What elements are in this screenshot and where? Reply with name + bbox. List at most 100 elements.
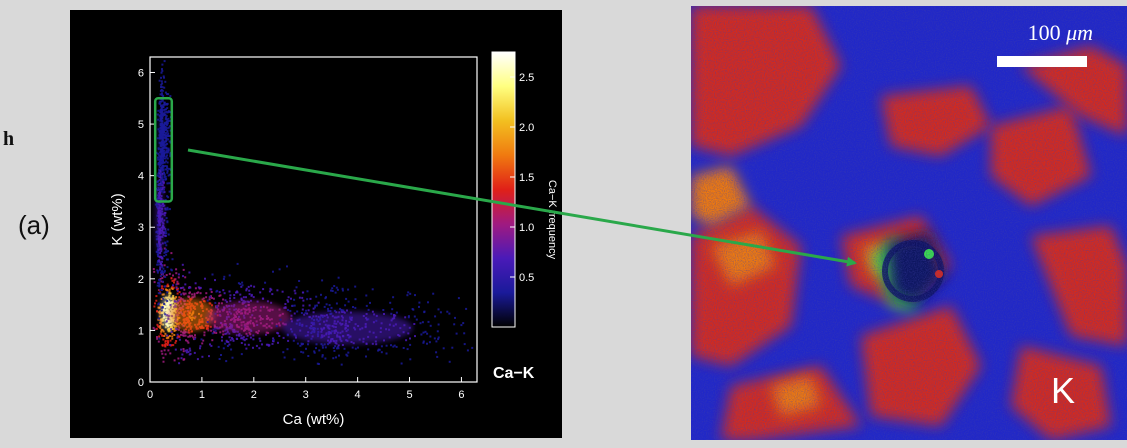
density-point xyxy=(159,304,162,307)
density-point xyxy=(152,326,155,329)
density-point xyxy=(178,362,181,365)
density-point xyxy=(166,133,169,136)
density-point xyxy=(188,271,191,274)
density-point xyxy=(211,339,214,342)
density-point xyxy=(442,347,445,350)
density-point xyxy=(153,305,156,308)
density-point xyxy=(390,344,392,347)
density-point xyxy=(158,315,161,318)
density-point xyxy=(436,330,439,333)
density-point xyxy=(169,344,172,346)
density-point xyxy=(209,302,212,305)
density-point xyxy=(157,318,160,321)
density-point xyxy=(161,260,163,263)
density-point xyxy=(312,307,315,310)
density-point xyxy=(156,174,159,177)
density-point xyxy=(407,291,410,294)
density-point xyxy=(232,339,235,342)
density-point xyxy=(167,150,170,153)
density-point xyxy=(159,252,162,255)
density-core xyxy=(168,298,215,332)
density-point xyxy=(302,351,305,354)
density-point xyxy=(197,291,200,294)
density-point xyxy=(182,348,185,350)
density-point xyxy=(157,163,160,166)
density-point xyxy=(345,353,348,356)
density-point xyxy=(158,172,161,175)
y-tick-label: 4 xyxy=(138,171,144,183)
density-point xyxy=(244,343,247,346)
density-point xyxy=(334,345,337,348)
density-point xyxy=(218,358,221,360)
density-point xyxy=(281,290,284,293)
density-point xyxy=(159,327,162,329)
density-point xyxy=(166,344,169,346)
density-point xyxy=(283,306,286,309)
density-point xyxy=(156,137,159,140)
density-point xyxy=(153,328,156,331)
density-point xyxy=(448,360,451,363)
density-point xyxy=(300,350,303,353)
density-point xyxy=(161,157,164,159)
density-point xyxy=(286,265,288,268)
density-point xyxy=(166,300,169,302)
density-point xyxy=(159,184,162,187)
density-point xyxy=(166,135,169,137)
density-point xyxy=(166,240,169,243)
density-point xyxy=(178,298,181,301)
density-point xyxy=(154,203,157,206)
density-point xyxy=(161,110,164,113)
density-point xyxy=(199,347,201,350)
density-point xyxy=(159,255,162,258)
density-point xyxy=(216,327,219,330)
density-point xyxy=(182,275,184,278)
density-point xyxy=(163,219,166,222)
density-point xyxy=(215,332,218,334)
density-point xyxy=(395,345,398,348)
density-point xyxy=(161,106,164,109)
density-point xyxy=(277,341,279,344)
density-point xyxy=(365,304,368,307)
density-point xyxy=(279,318,282,321)
density-point xyxy=(156,323,159,326)
density-point xyxy=(317,363,320,365)
density-point xyxy=(226,330,229,333)
y-axis-label: K (wt%) xyxy=(109,193,126,246)
density-point xyxy=(305,309,308,312)
density-point xyxy=(166,291,169,294)
density-point xyxy=(238,334,241,337)
density-point xyxy=(321,354,324,357)
density-point xyxy=(327,343,329,346)
density-point xyxy=(161,293,164,296)
density-point xyxy=(320,293,322,296)
density-point xyxy=(156,180,159,183)
density-point xyxy=(422,331,425,334)
density-point xyxy=(227,341,230,343)
density-point xyxy=(276,289,279,292)
density-point xyxy=(222,330,225,333)
density-point xyxy=(159,321,162,324)
colorbar-tick-label: 2.5 xyxy=(519,72,534,84)
density-point xyxy=(167,228,170,231)
density-point xyxy=(455,332,458,335)
density-point xyxy=(334,291,337,294)
density-point xyxy=(165,244,168,247)
density-point xyxy=(241,281,244,284)
density-point xyxy=(155,299,158,302)
density-point xyxy=(160,181,162,183)
density-point xyxy=(336,347,338,350)
density-point xyxy=(190,330,193,333)
density-point xyxy=(161,188,164,191)
density-point xyxy=(415,318,418,321)
density-point xyxy=(164,91,167,94)
density-point xyxy=(222,289,225,292)
density-point xyxy=(178,291,181,294)
density-point xyxy=(247,285,250,288)
density-point xyxy=(175,286,178,289)
density-point xyxy=(157,292,160,295)
density-point xyxy=(169,352,172,355)
density-point xyxy=(187,331,190,334)
density-point xyxy=(245,347,248,350)
density-point xyxy=(169,304,172,306)
density-point xyxy=(169,153,172,156)
